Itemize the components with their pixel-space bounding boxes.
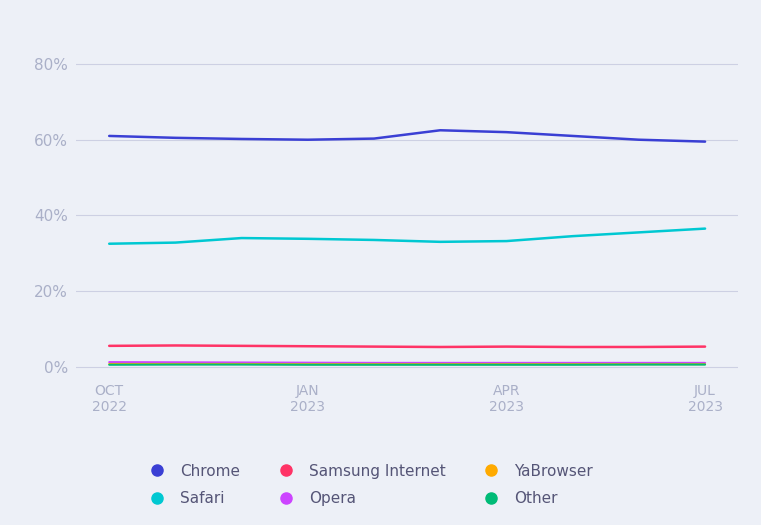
Legend: Chrome, Safari, Samsung Internet, Opera, YaBrowser, Other: Chrome, Safari, Samsung Internet, Opera,… (134, 456, 600, 513)
